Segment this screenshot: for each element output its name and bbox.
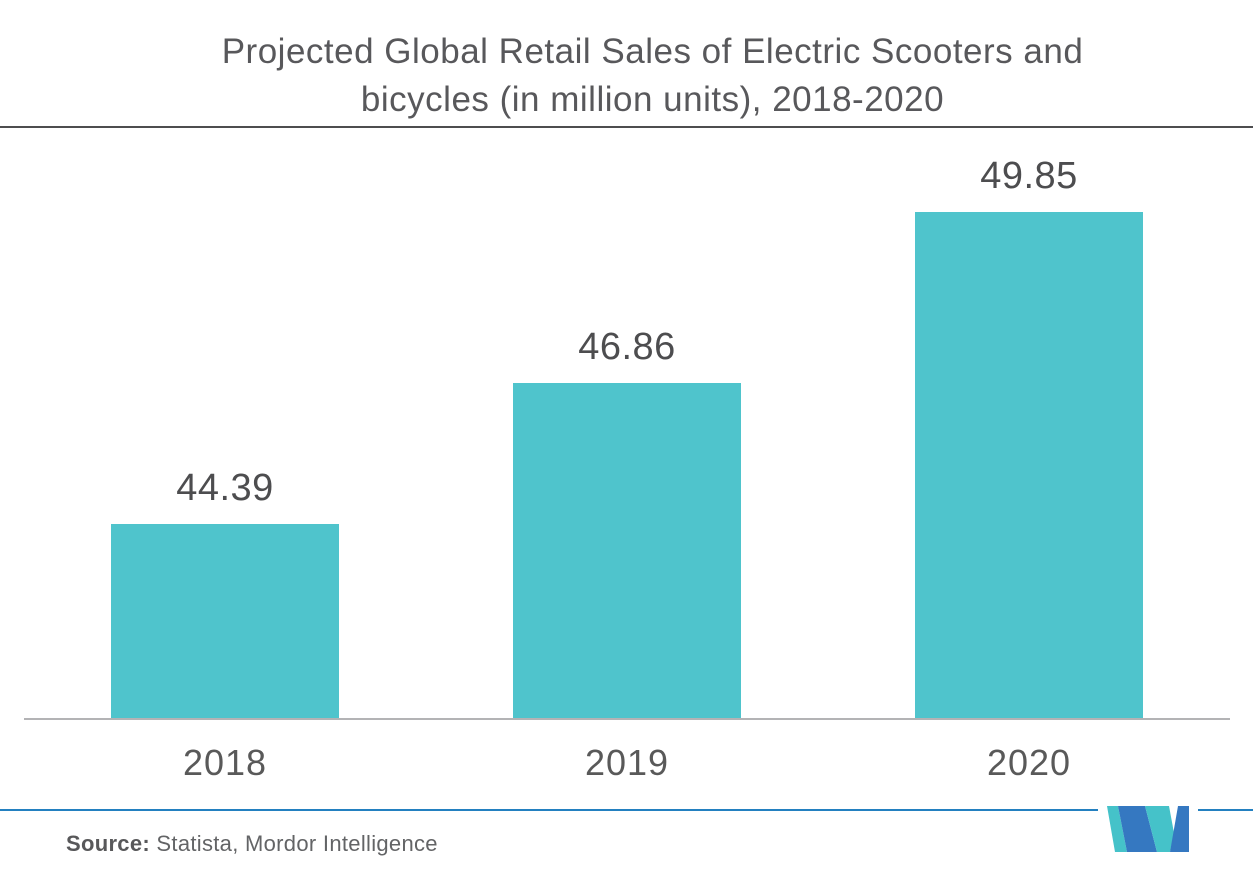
bar-value-label: 49.85 — [980, 154, 1078, 197]
bar-value-label: 44.39 — [176, 467, 274, 510]
x-tick-2018: 2018 — [182, 742, 268, 783]
bar-value-label: 46.86 — [578, 325, 676, 368]
source-text: Statista, Mordor Intelligence — [150, 831, 438, 856]
bar-2020 — [915, 211, 1143, 718]
source-note: Source: Statista, Mordor Intelligence — [66, 831, 438, 857]
bar-2019 — [513, 382, 741, 718]
source-label: Source: — [66, 831, 151, 856]
x-tick-2020: 2020 — [986, 742, 1072, 783]
chart-title-line2: bicycles (in million units), 2018-2020 — [360, 80, 945, 119]
footer-accent-line — [0, 809, 1253, 811]
x-axis-labels: 2018 2019 2020 — [24, 742, 1230, 784]
chart-title-line1: Projected Global Retail Sales of Electri… — [221, 32, 1084, 71]
bar-2018 — [111, 524, 339, 718]
bar-group-2019: 46.86 — [426, 146, 828, 718]
chart-title: Projected Global Retail Sales of Electri… — [0, 28, 1253, 124]
title-divider-line — [0, 126, 1253, 128]
bar-group-2018: 44.39 — [24, 146, 426, 718]
plot-area: 44.39 46.86 49.85 — [24, 146, 1230, 720]
x-tick-2019: 2019 — [584, 742, 670, 783]
bar-group-2020: 49.85 — [828, 146, 1230, 718]
mordor-intelligence-logo — [1098, 801, 1198, 857]
logo-m-icon — [1107, 806, 1189, 852]
